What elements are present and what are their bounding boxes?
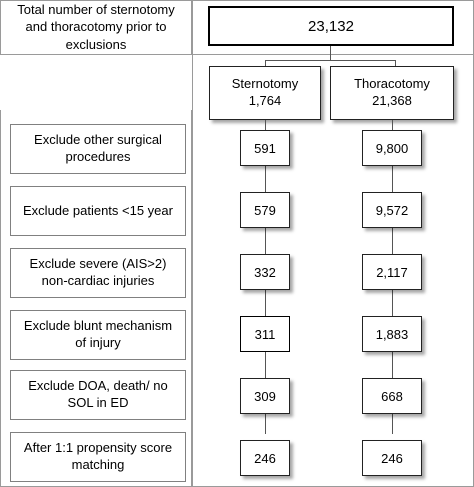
total-box: 23,132 (208, 6, 454, 46)
thoracotomy-count: 21,368 (372, 93, 412, 108)
step-label: Exclude other surgical procedures (10, 124, 186, 174)
connector (265, 60, 266, 66)
thoracotomy-step-count: 2,117 (362, 254, 422, 290)
sternotomy-name: Sternotomy (231, 76, 299, 92)
thoracotomy-box: Thoracotomy 21,368 (330, 66, 454, 120)
sternotomy-box: Sternotomy 1,764 (209, 66, 321, 120)
connector (265, 60, 395, 61)
thoracotomy-step-count: 9,800 (362, 130, 422, 166)
sternotomy-step-count: 591 (240, 130, 290, 166)
connector (395, 60, 396, 66)
step-label: Exclude patients <15 year (10, 186, 186, 236)
sternotomy-count: 1,764 (248, 93, 282, 108)
sternotomy-step-count: 579 (240, 192, 290, 228)
step-label: Exclude DOA, death/ no SOL in ED (10, 370, 186, 420)
right-column-frame (192, 55, 474, 487)
step-label: Exclude blunt mechanism of injury (10, 310, 186, 360)
top-label: Total number of sternotomy and thoracoto… (4, 2, 188, 52)
thoracotomy-name: Thoracotomy (354, 76, 430, 92)
thoracotomy-step-count: 1,883 (362, 316, 422, 352)
step-label: After 1:1 propensity score matching (10, 432, 186, 482)
step-label: Exclude severe (AIS>2) non-cardiac injur… (10, 248, 186, 298)
connector (330, 46, 331, 60)
thoracotomy-step-count: 668 (362, 378, 422, 414)
sternotomy-step-count: 311 (240, 316, 290, 352)
sternotomy-step-count: 332 (240, 254, 290, 290)
thoracotomy-step-count: 9,572 (362, 192, 422, 228)
sternotomy-step-count: 309 (240, 378, 290, 414)
thoracotomy-step-count: 246 (362, 440, 422, 476)
sternotomy-step-count: 246 (240, 440, 290, 476)
